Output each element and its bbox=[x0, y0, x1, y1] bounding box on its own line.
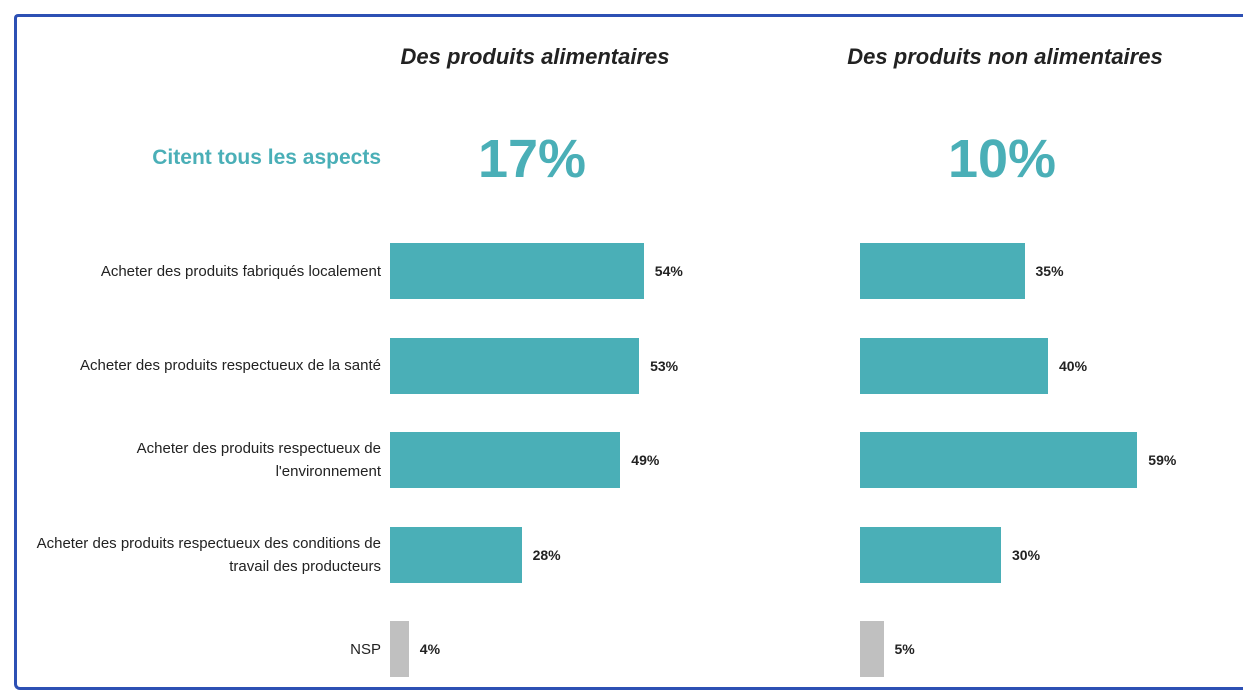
data-label: 54% bbox=[654, 263, 683, 279]
headline-value: 17% bbox=[477, 129, 587, 189]
category-label: Acheter des produits respectueux de la s… bbox=[79, 357, 381, 374]
data-label: 40% bbox=[1059, 357, 1088, 374]
bar bbox=[390, 337, 640, 394]
bar bbox=[390, 621, 409, 677]
bar bbox=[390, 432, 621, 488]
highlight-label: Citent tous les aspects bbox=[152, 146, 381, 169]
bar bbox=[860, 337, 1048, 394]
data-label: 28% bbox=[532, 546, 561, 563]
data-label: 35% bbox=[1035, 263, 1064, 279]
data-label: 30% bbox=[1012, 546, 1041, 563]
bar bbox=[860, 432, 1138, 488]
category-label: Acheter des produits respectueux des con… bbox=[36, 534, 381, 575]
bar bbox=[390, 526, 522, 583]
bar bbox=[860, 526, 1001, 583]
data-label: 5% bbox=[894, 641, 915, 657]
data-label: 53% bbox=[650, 357, 679, 374]
data-label: 4% bbox=[419, 641, 441, 657]
data-label: 49% bbox=[631, 452, 660, 468]
bar bbox=[390, 243, 644, 299]
panel-title: Des produits non alimentaires bbox=[847, 44, 1163, 69]
headline-value: 10% bbox=[947, 129, 1057, 189]
bar bbox=[860, 243, 1025, 299]
category-label: NSP bbox=[350, 640, 381, 658]
category-label: Acheter des produits respectueux de l'en… bbox=[136, 440, 381, 480]
category-label: Acheter des produits fabriqués localemen… bbox=[100, 262, 381, 280]
panel-title: Des produits alimentaires bbox=[400, 44, 670, 69]
frame bbox=[14, 14, 1243, 690]
data-label: 59% bbox=[1148, 452, 1177, 468]
bar bbox=[860, 621, 884, 677]
